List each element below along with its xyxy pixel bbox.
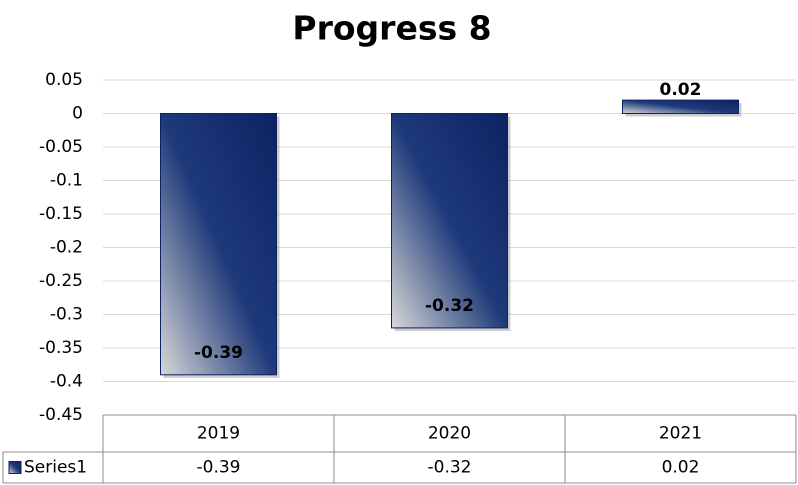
y-tick-label: 0.05 — [45, 70, 83, 90]
x-tick-label: 2021 — [659, 424, 702, 444]
y-tick-label: -0.1 — [50, 171, 83, 191]
bar — [160, 113, 277, 376]
y-tick-label: -0.4 — [50, 372, 83, 392]
y-tick-label: -0.2 — [50, 238, 83, 258]
y-tick-label: -0.3 — [50, 305, 83, 325]
x-tick-label: 2020 — [428, 424, 471, 444]
data-label: -0.32 — [425, 296, 474, 316]
y-tick-label: 0 — [72, 104, 83, 124]
table-value: -0.39 — [197, 458, 241, 478]
y-tick-label: -0.45 — [39, 405, 83, 425]
y-tick-label: -0.05 — [39, 137, 83, 157]
bar — [622, 99, 739, 114]
table-value: 0.02 — [662, 458, 700, 478]
data-label: 0.02 — [660, 80, 702, 100]
y-tick-label: -0.25 — [39, 271, 83, 291]
chart-title: Progress 8 — [292, 9, 491, 48]
y-tick-label: -0.15 — [39, 204, 83, 224]
x-tick-label: 2019 — [197, 424, 240, 444]
legend-key — [8, 461, 22, 474]
legend-label: Series1 — [24, 458, 87, 478]
bar — [391, 113, 508, 329]
data-label: -0.39 — [194, 343, 243, 363]
table-value: -0.32 — [428, 458, 472, 478]
y-tick-label: -0.35 — [39, 338, 83, 358]
